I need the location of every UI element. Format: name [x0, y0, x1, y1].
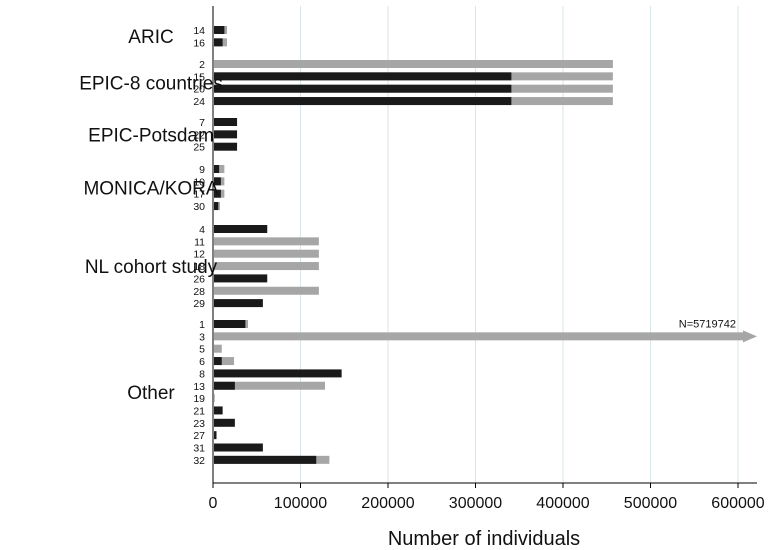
bar-subset [214, 26, 225, 34]
row-label: 18 [193, 261, 205, 273]
row-label: 29 [193, 298, 205, 310]
row-label: 31 [193, 443, 205, 455]
row-label: 32 [193, 455, 205, 467]
bar-subset [214, 130, 238, 139]
row-label: 14 [193, 25, 205, 37]
group-label: EPIC-Potsdam [88, 125, 214, 146]
row-label: 24 [193, 96, 205, 108]
bar-subset [214, 443, 263, 452]
bar-subset [214, 320, 246, 328]
row-label: 6 [199, 356, 205, 368]
bar-total [214, 357, 234, 366]
row-label: 11 [194, 236, 205, 248]
row-label: 20 [193, 84, 205, 96]
x-axis-label: Number of individuals [388, 528, 580, 550]
group-label: Other [127, 383, 175, 404]
row-label: 4 [199, 224, 205, 236]
bar-subset [214, 118, 238, 126]
bar-total [214, 262, 319, 271]
row-labels: 1416215202472225910173041112182628291356… [193, 25, 205, 467]
row-label: 3 [199, 331, 205, 343]
bar-subset [214, 299, 263, 308]
x-tick-label: 300000 [449, 495, 502, 512]
bar-subset [214, 72, 512, 81]
bar-subset [214, 431, 217, 440]
row-label: 8 [199, 368, 205, 380]
bar-total [214, 332, 743, 341]
bar-subset [214, 38, 223, 47]
bar-subset [214, 84, 512, 93]
row-label: 30 [193, 201, 205, 213]
row-label: 15 [193, 71, 205, 83]
bar-subset [214, 189, 221, 198]
row-label: 7 [199, 117, 205, 129]
bar-subset [214, 381, 235, 390]
bar-total [214, 344, 222, 353]
bar-subset [214, 202, 219, 211]
bar-subset [214, 369, 342, 378]
row-label: 17 [193, 189, 205, 201]
row-label: 13 [193, 381, 205, 393]
row-label: 12 [193, 249, 205, 261]
bar-total [214, 381, 325, 390]
bars: N=5719742 [214, 26, 757, 464]
row-label: 22 [193, 129, 205, 141]
row-label: 23 [193, 418, 205, 430]
bar-subset [214, 97, 512, 106]
bar-subset [214, 142, 238, 151]
bar-subset [214, 225, 268, 233]
bar-total [214, 60, 613, 68]
bar-subset [214, 274, 268, 283]
row-label: 27 [193, 430, 205, 442]
bar-annotation: N=5719742 [679, 318, 736, 330]
row-label: 9 [199, 164, 205, 176]
row-label: 1 [199, 319, 205, 331]
bar-total [214, 249, 319, 258]
truncation-arrow [743, 330, 757, 343]
x-tick-label: 600000 [711, 495, 764, 512]
bar-subset [214, 357, 222, 366]
row-label: 25 [193, 142, 205, 154]
bar-subset [214, 177, 221, 186]
bar-total [214, 237, 319, 246]
bar-subset [214, 455, 317, 464]
x-tick-label: 200000 [361, 495, 414, 512]
row-label: 19 [193, 393, 205, 405]
row-label: 21 [193, 405, 205, 417]
x-tick-label: 100000 [274, 495, 327, 512]
bar-total [214, 286, 319, 295]
row-label: 2 [199, 59, 205, 71]
bar-subset [214, 406, 223, 415]
row-label: 5 [199, 344, 205, 356]
x-tick-label: 500000 [624, 495, 677, 512]
group-label: MONICA/KORA [83, 179, 218, 200]
row-label: 26 [193, 273, 205, 285]
bar-total [214, 394, 215, 403]
row-label: 16 [193, 37, 205, 49]
bar-subset [214, 418, 235, 427]
group-label: ARIC [128, 27, 173, 48]
group-labels: ARIC EPIC-8 countries EPIC-Potsdam MONICA/K… [79, 27, 223, 404]
x-tick-label: 400000 [536, 495, 589, 512]
row-label: 28 [193, 286, 205, 298]
x-axis: 0 100000 200000 300000 400000 500000 600000 [209, 6, 765, 512]
bar-subset [214, 165, 220, 173]
row-label: 10 [193, 176, 205, 188]
x-tick-label: 0 [209, 495, 218, 512]
group-label: NL cohort study [85, 257, 218, 278]
group-label: EPIC-8 countries [79, 74, 223, 95]
bar-total [214, 165, 225, 173]
